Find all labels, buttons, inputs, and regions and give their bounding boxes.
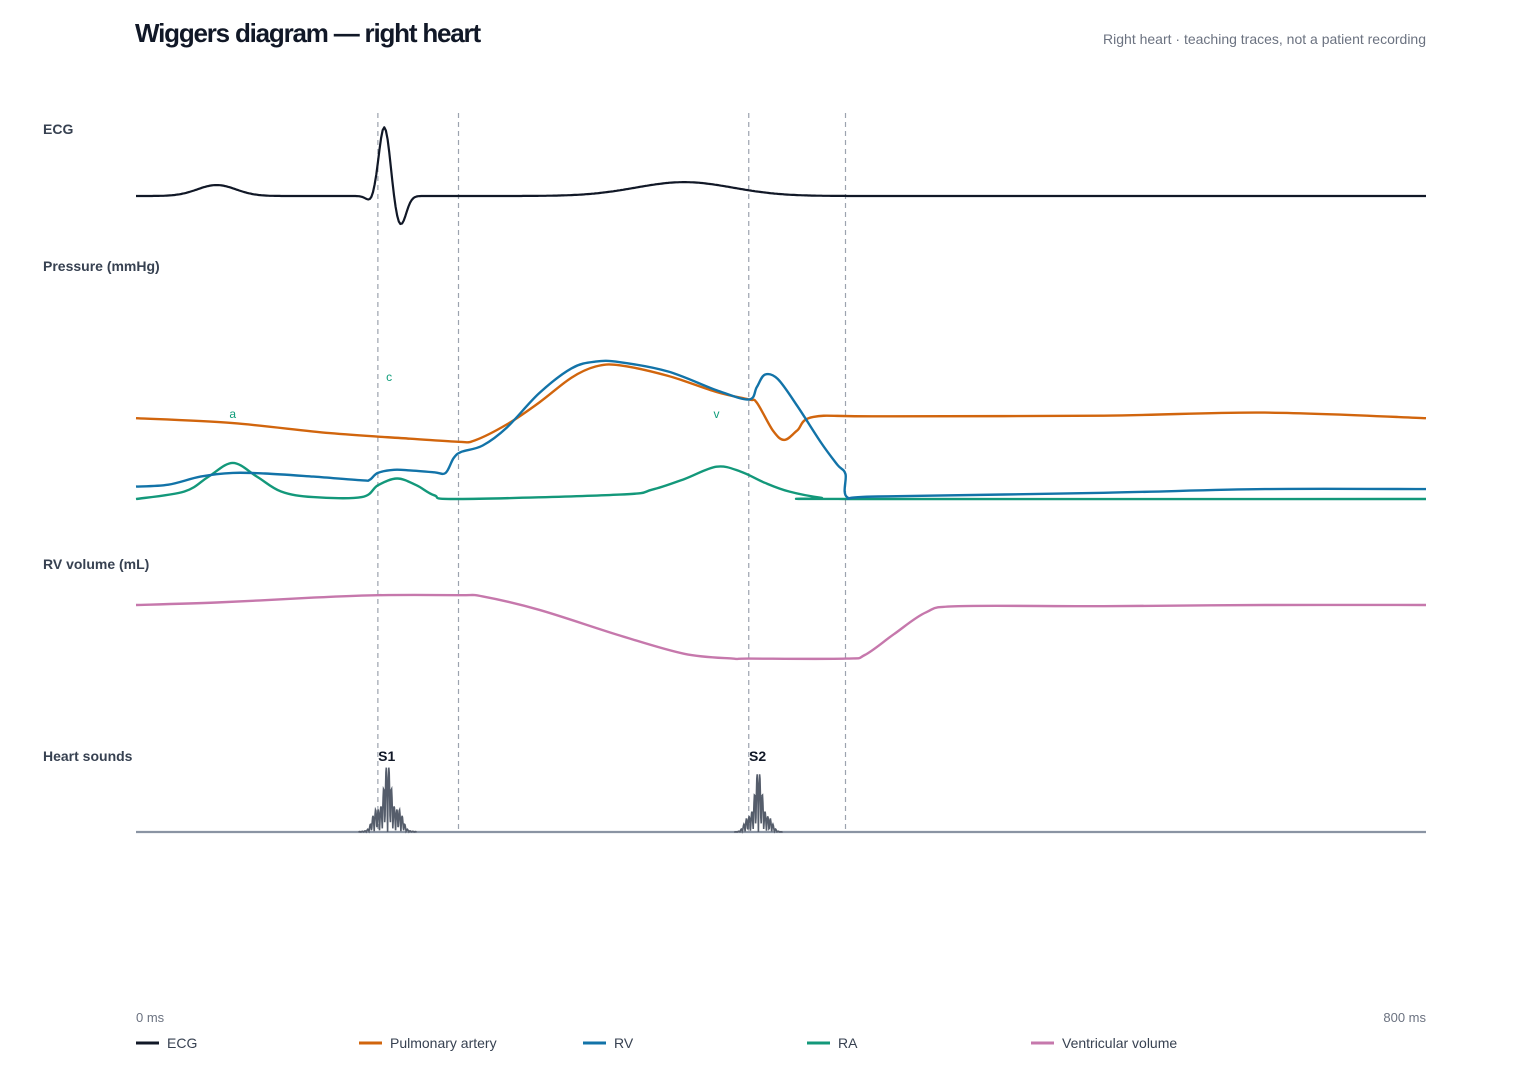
chart-subtitle: Right heart · teaching traces, not a pat… xyxy=(1103,31,1426,47)
x-tick-end: 800 ms xyxy=(1383,1010,1426,1025)
heart-sound-label-s2: S2 xyxy=(749,748,766,764)
series-rv-line xyxy=(135,359,1427,500)
legend: ECG Pulmonary artery RV RA Ventricular volum… xyxy=(136,1035,1177,1051)
heart-sounds-panel: S1 S2 xyxy=(136,748,1426,834)
series-ecg-line xyxy=(136,126,1426,226)
legend-label-ra: RA xyxy=(838,1035,858,1051)
heart-sound-s1 xyxy=(358,767,417,834)
legend-label-ecg: ECG xyxy=(167,1035,197,1051)
legend-label-ventricular-volume: Ventricular volume xyxy=(1062,1035,1177,1051)
heart-sound-s2 xyxy=(734,774,783,834)
x-tick-start: 0 ms xyxy=(136,1010,165,1025)
ecg-panel xyxy=(136,126,1426,226)
panel-label-pressure: Pressure (mmHg) xyxy=(43,258,160,274)
series-ra-line xyxy=(135,461,1427,501)
panel-label-volume: RV volume (mL) xyxy=(43,556,149,572)
wave-label-c: c xyxy=(386,370,392,384)
series-pulmonary-artery-line xyxy=(135,363,1427,444)
event-lines xyxy=(377,113,847,833)
heart-sound-label-s1: S1 xyxy=(378,748,395,764)
wave-label-a: a xyxy=(229,407,236,421)
wave-label-v: v xyxy=(714,407,720,421)
panel-label-ecg: ECG xyxy=(43,121,73,137)
series-ventricular-volume-line xyxy=(135,593,1427,661)
volume-panel xyxy=(135,593,1427,661)
legend-label-rv: RV xyxy=(614,1035,634,1051)
pressure-panel: a c v xyxy=(135,359,1427,501)
legend-label-pulmonary-artery: Pulmonary artery xyxy=(390,1035,497,1051)
chart-title: Wiggers diagram — right heart xyxy=(135,18,481,48)
panel-label-heart-sounds: Heart sounds xyxy=(43,748,133,764)
